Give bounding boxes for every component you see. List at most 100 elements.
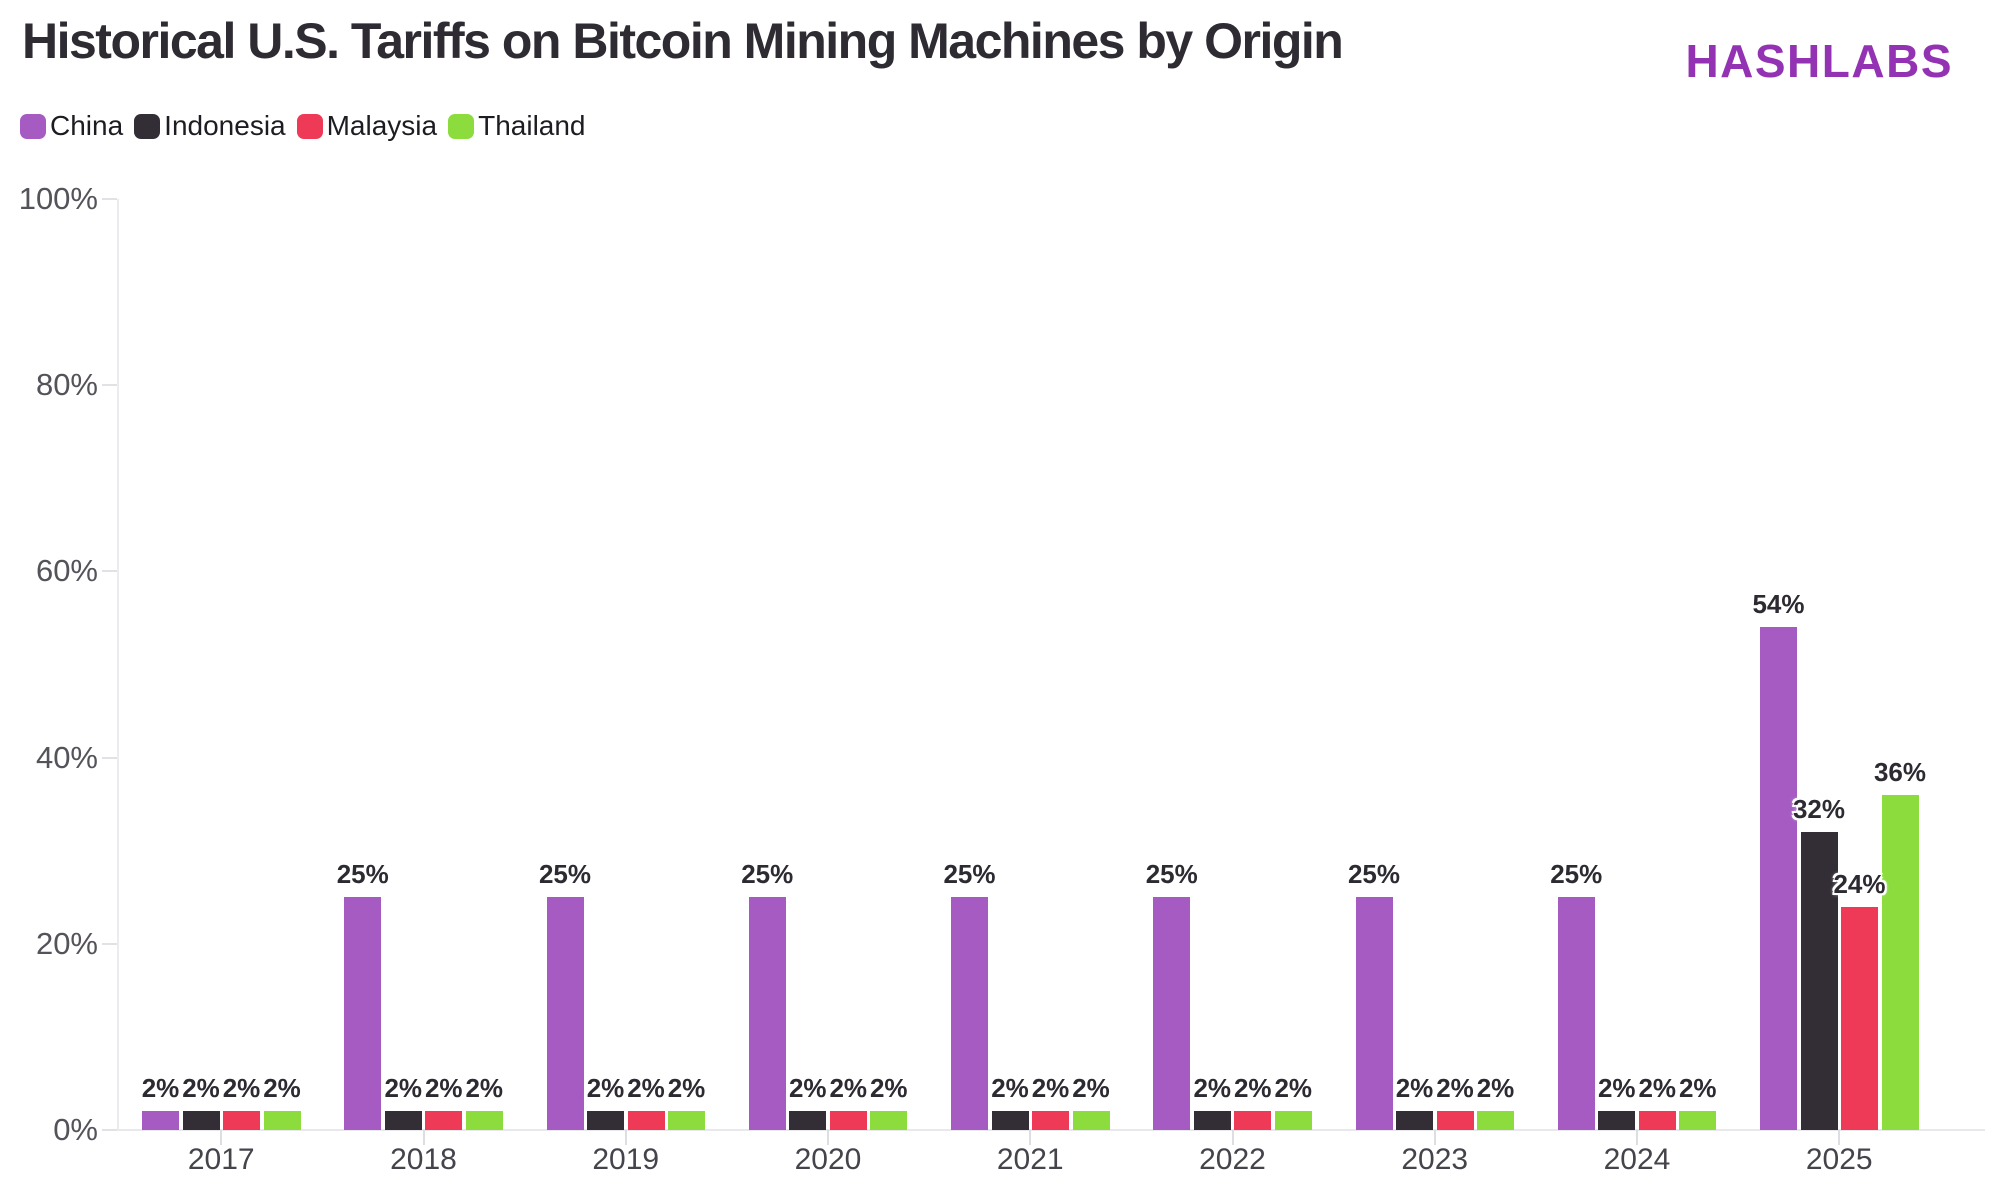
bar-indonesia-2019[interactable] — [587, 1111, 624, 1130]
bar-thailand-2021[interactable] — [1072, 1111, 1110, 1130]
bar-malaysia-2021[interactable] — [1032, 1111, 1069, 1130]
bar-china-2021[interactable] — [951, 897, 988, 1130]
bar-indonesia-2018[interactable] — [384, 1111, 422, 1130]
x-axis-tick — [1636, 1130, 1638, 1145]
bar-malaysia-2020[interactable] — [829, 1111, 867, 1130]
value-label-indonesia-2025: 32% — [1792, 794, 1846, 825]
bar-malaysia-2025[interactable] — [1841, 906, 1878, 1130]
value-label-thailand-2024: 2% — [1678, 1073, 1717, 1104]
x-axis-tick — [1231, 1130, 1234, 1145]
x-axis-label: 2025 — [1805, 1143, 1873, 1176]
bar-china-2019[interactable] — [546, 897, 584, 1130]
bar-thailand-2024[interactable] — [1679, 1111, 1717, 1130]
value-label-thailand-2025: 36% — [1873, 756, 1927, 787]
x-axis-tick — [422, 1130, 425, 1145]
bar-china-2023[interactable] — [1355, 897, 1393, 1130]
legend-label: China — [50, 110, 124, 141]
bar-china-2024[interactable] — [1557, 897, 1595, 1130]
bar-indonesia-2020[interactable] — [789, 1111, 827, 1130]
x-axis-tick — [220, 1130, 223, 1145]
y-axis-label: 20% — [35, 925, 98, 961]
page-title: Historical U.S. Tariffs on Bitcoin Minin… — [22, 13, 1344, 69]
bar-thailand-2019[interactable] — [668, 1111, 705, 1130]
value-label-indonesia-2020: 2% — [788, 1073, 827, 1104]
y-axis-tick — [102, 756, 117, 759]
bar-thailand-2018[interactable] — [465, 1111, 503, 1130]
bar-thailand-2025[interactable] — [1881, 794, 1919, 1130]
value-label-malaysia-2018: 2% — [424, 1073, 463, 1104]
bar-malaysia-2017[interactable] — [223, 1111, 260, 1130]
bar-china-2020[interactable] — [748, 897, 786, 1130]
x-axis-label: 2020 — [794, 1143, 862, 1176]
y-axis-label: 0% — [53, 1112, 98, 1147]
y-axis-tick — [102, 384, 117, 387]
bar-indonesia-2025[interactable] — [1800, 832, 1838, 1130]
value-label-malaysia-2020: 2% — [829, 1073, 868, 1104]
value-label-china-2017: 2% — [141, 1073, 180, 1104]
x-axis-label: 2019 — [592, 1143, 660, 1176]
bar-malaysia-2018[interactable] — [425, 1111, 463, 1130]
value-label-thailand-2020: 2% — [869, 1073, 908, 1104]
y-axis-label: 80% — [35, 367, 98, 403]
bar-malaysia-2024[interactable] — [1638, 1111, 1676, 1130]
value-label-china-2021: 25% — [943, 859, 996, 890]
bar-thailand-2017[interactable] — [263, 1111, 301, 1130]
chart-legend: China Indonesia Malaysia Thailand — [20, 112, 586, 140]
value-label-indonesia-2023: 2% — [1395, 1073, 1434, 1104]
bar-thailand-2023[interactable] — [1477, 1111, 1514, 1130]
value-label-china-2023: 25% — [1347, 859, 1401, 890]
value-label-malaysia-2019: 2% — [627, 1073, 665, 1104]
bar-china-2025[interactable] — [1760, 627, 1797, 1130]
value-label-malaysia-2024: 2% — [1638, 1073, 1677, 1104]
value-label-malaysia-2022: 2% — [1233, 1073, 1272, 1104]
value-label-china-2020: 25% — [741, 859, 794, 890]
value-label-indonesia-2022: 2% — [1193, 1073, 1232, 1104]
x-axis-tick — [1838, 1130, 1841, 1145]
y-axis-tick — [102, 198, 117, 200]
bar-thailand-2020[interactable] — [870, 1111, 908, 1130]
bar-china-2022[interactable] — [1153, 897, 1191, 1130]
x-axis-label: 2022 — [1199, 1143, 1266, 1176]
legend-item-china[interactable]: China — [20, 112, 123, 140]
x-axis-label: 2018 — [390, 1143, 457, 1176]
bar-malaysia-2022[interactable] — [1234, 1111, 1272, 1130]
value-label-thailand-2017: 2% — [263, 1073, 301, 1104]
bar-malaysia-2019[interactable] — [627, 1111, 665, 1130]
bar-indonesia-2024[interactable] — [1598, 1111, 1636, 1130]
value-label-indonesia-2021: 2% — [991, 1073, 1029, 1104]
legend-item-malaysia[interactable]: Malaysia — [296, 110, 438, 141]
x-axis-label: 2017 — [187, 1143, 255, 1176]
legend-swatch-thailand — [448, 113, 475, 139]
bar-china-2018[interactable] — [344, 897, 382, 1130]
value-label-thailand-2021: 2% — [1072, 1073, 1110, 1104]
value-label-china-2019: 25% — [538, 859, 592, 890]
bar-indonesia-2017[interactable] — [182, 1111, 220, 1130]
x-axis-label: 2023 — [1401, 1143, 1469, 1176]
bar-china-2017[interactable] — [142, 1111, 179, 1130]
legend-swatch-china — [20, 113, 46, 139]
legend-label: Malaysia — [326, 110, 438, 141]
value-label-malaysia-2023: 2% — [1436, 1073, 1474, 1104]
y-axis-label: 100% — [18, 181, 98, 216]
value-label-thailand-2019: 2% — [667, 1073, 706, 1104]
value-label-indonesia-2017: 2% — [182, 1073, 220, 1104]
value-label-thailand-2018: 2% — [465, 1073, 504, 1104]
legend-item-thailand[interactable]: Thailand — [448, 110, 586, 141]
y-axis-tick — [102, 1129, 117, 1131]
legend-label: Thailand — [478, 110, 586, 141]
x-axis-label: 2024 — [1603, 1143, 1671, 1176]
value-label-indonesia-2018: 2% — [384, 1073, 423, 1104]
bar-indonesia-2022[interactable] — [1193, 1111, 1231, 1130]
legend-item-indonesia[interactable]: Indonesia — [134, 110, 286, 141]
x-axis-tick — [624, 1130, 627, 1145]
bar-thailand-2022[interactable] — [1274, 1111, 1312, 1130]
bar-malaysia-2023[interactable] — [1436, 1111, 1474, 1130]
x-axis-tick — [1029, 1130, 1032, 1145]
legend-label: Indonesia — [164, 110, 286, 141]
bar-indonesia-2023[interactable] — [1396, 1111, 1433, 1130]
y-axis-label: 60% — [35, 553, 98, 589]
x-axis-tick — [827, 1130, 829, 1145]
bar-indonesia-2021[interactable] — [991, 1111, 1029, 1130]
legend-swatch-indonesia — [134, 113, 161, 139]
x-axis-line — [103, 1129, 1985, 1131]
